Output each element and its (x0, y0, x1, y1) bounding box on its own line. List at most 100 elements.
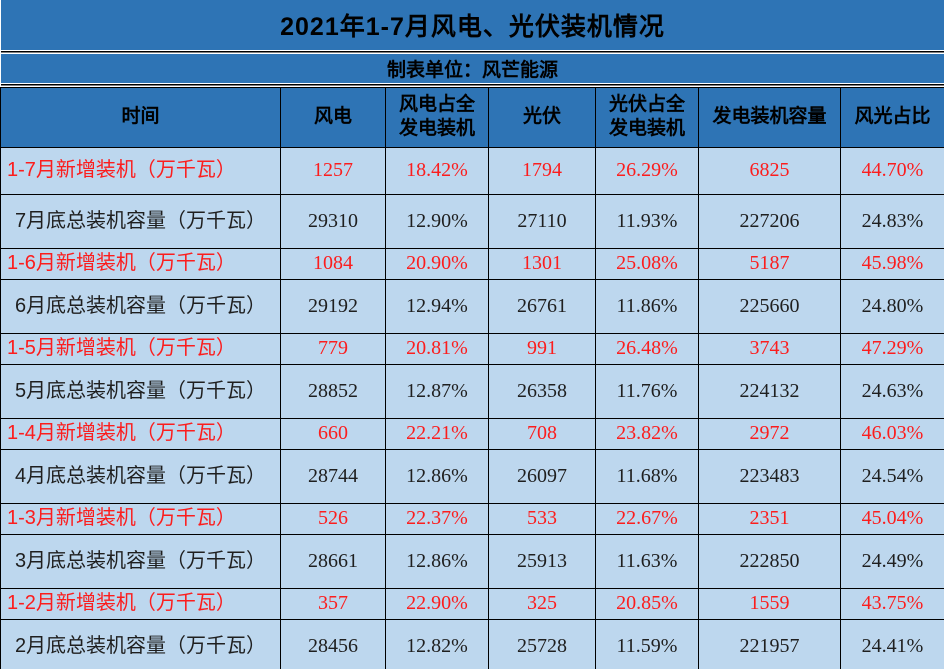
row-label: 1-5月新增装机（万千瓦） (0, 332, 281, 365)
table-body: 1-7月新增装机（万千瓦） 1257 18.42% 1794 26.29% 6825 44.… (0, 146, 944, 669)
row-value: 11.63% (595, 533, 699, 589)
table-row: 1-3月新增装机（万千瓦） 526 22.37% 533 22.67% 2351 45.04… (0, 502, 944, 535)
row-value: 11.59% (595, 618, 699, 669)
row-value: 47.29% (840, 332, 944, 365)
row-value: 12.86% (385, 533, 489, 589)
column-header: 风电占全 发电装机 (385, 86, 489, 148)
row-label: 1-2月新增装机（万千瓦） (0, 587, 281, 620)
page-title: 2021年1-7月风电、光伏装机情况 (0, 0, 944, 50)
table-row: 1-5月新增装机（万千瓦） 779 20.81% 991 26.48% 3743 47.29… (0, 332, 944, 365)
row-value: 24.54% (840, 448, 944, 504)
row-value: 660 (280, 417, 386, 450)
column-header: 时间 (0, 86, 281, 148)
row-value: 22.90% (385, 587, 489, 620)
row-value: 11.93% (595, 193, 699, 249)
row-value: 24.63% (840, 363, 944, 419)
row-value: 45.98% (840, 247, 944, 280)
row-value: 1559 (698, 587, 841, 620)
row-value: 25913 (488, 533, 596, 589)
row-value: 223483 (698, 448, 841, 504)
row-value: 25.08% (595, 247, 699, 280)
row-value: 11.76% (595, 363, 699, 419)
row-value: 26358 (488, 363, 596, 419)
row-label: 2月底总装机容量（万千瓦） (0, 618, 281, 669)
row-value: 24.49% (840, 533, 944, 589)
row-value: 43.75% (840, 587, 944, 620)
table-row: 1-2月新增装机（万千瓦） 357 22.90% 325 20.85% 1559 43.75… (0, 587, 944, 620)
table-row: 4月底总装机容量（万千瓦） 28744 12.86% 26097 11.68% 22348… (0, 448, 944, 504)
row-value: 24.41% (840, 618, 944, 669)
table-header: 2021年1-7月风电、光伏装机情况 制表单位：风芒能源 时间 风电 风电占全 发电… (0, 0, 944, 148)
row-value: 2972 (698, 417, 841, 450)
row-value: 22.67% (595, 502, 699, 535)
row-value: 526 (280, 502, 386, 535)
row-value: 27110 (488, 193, 596, 249)
row-label: 1-7月新增装机（万千瓦） (0, 146, 281, 195)
column-header: 风电 (280, 86, 386, 148)
row-value: 18.42% (385, 146, 489, 195)
row-value: 20.90% (385, 247, 489, 280)
row-value: 1794 (488, 146, 596, 195)
row-value: 779 (280, 332, 386, 365)
row-value: 24.80% (840, 278, 944, 334)
row-value: 225660 (698, 278, 841, 334)
row-value: 28661 (280, 533, 386, 589)
row-value: 221957 (698, 618, 841, 669)
row-value: 25728 (488, 618, 596, 669)
row-label: 1-4月新增装机（万千瓦） (0, 417, 281, 450)
row-value: 12.86% (385, 448, 489, 504)
row-value: 26097 (488, 448, 596, 504)
row-value: 222850 (698, 533, 841, 589)
row-value: 28456 (280, 618, 386, 669)
row-value: 12.87% (385, 363, 489, 419)
table-row: 5月底总装机容量（万千瓦） 28852 12.87% 26358 11.76% 22413… (0, 363, 944, 419)
row-value: 708 (488, 417, 596, 450)
row-value: 26.48% (595, 332, 699, 365)
row-value: 22.21% (385, 417, 489, 450)
row-value: 12.82% (385, 618, 489, 669)
row-value: 45.04% (840, 502, 944, 535)
row-value: 533 (488, 502, 596, 535)
row-value: 24.83% (840, 193, 944, 249)
column-header: 风光占比 (840, 86, 944, 148)
row-value: 1257 (280, 146, 386, 195)
row-value: 224132 (698, 363, 841, 419)
row-value: 29192 (280, 278, 386, 334)
row-value: 29310 (280, 193, 386, 249)
row-value: 5187 (698, 247, 841, 280)
table-row: 6月底总装机容量（万千瓦） 29192 12.94% 26761 11.86% 22566… (0, 278, 944, 334)
table-row: 3月底总装机容量（万千瓦） 28661 12.86% 25913 11.63% 22285… (0, 533, 944, 589)
row-value: 991 (488, 332, 596, 365)
table-row: 7月底总装机容量（万千瓦） 29310 12.90% 27110 11.93% 22720… (0, 193, 944, 249)
table-subtitle: 制表单位：风芒能源 (0, 54, 944, 83)
table-row: 1-7月新增装机（万千瓦） 1257 18.42% 1794 26.29% 6825 44.… (0, 146, 944, 195)
table-row: 1-6月新增装机（万千瓦） 1084 20.90% 1301 25.08% 5187 45.… (0, 247, 944, 280)
row-value: 12.94% (385, 278, 489, 334)
row-value: 1301 (488, 247, 596, 280)
row-value: 1084 (280, 247, 386, 280)
row-value: 3743 (698, 332, 841, 365)
row-label: 7月底总装机容量（万千瓦） (0, 193, 281, 249)
row-value: 28852 (280, 363, 386, 419)
table-subtitle-row: 制表单位：风芒能源 (0, 54, 944, 83)
row-label: 4月底总装机容量（万千瓦） (0, 448, 281, 504)
column-header: 光伏占全 发电装机 (595, 86, 699, 148)
row-value: 23.82% (595, 417, 699, 450)
row-value: 6825 (698, 146, 841, 195)
row-value: 20.81% (385, 332, 489, 365)
column-header: 发电装机容量 (698, 86, 841, 148)
row-value: 11.68% (595, 448, 699, 504)
row-value: 26.29% (595, 146, 699, 195)
row-value: 11.86% (595, 278, 699, 334)
row-value: 357 (280, 587, 386, 620)
table-row: 1-4月新增装机（万千瓦） 660 22.21% 708 23.82% 2972 46.03… (0, 417, 944, 450)
row-label: 6月底总装机容量（万千瓦） (0, 278, 281, 334)
separator (0, 83, 944, 87)
column-header: 光伏 (488, 86, 596, 148)
row-value: 20.85% (595, 587, 699, 620)
row-value: 12.90% (385, 193, 489, 249)
row-value: 28744 (280, 448, 386, 504)
separator (0, 50, 944, 54)
column-header-row: 时间 风电 风电占全 发电装机 光伏 光伏占全 发电装机 发电装机容量 风光占比 (0, 86, 944, 148)
